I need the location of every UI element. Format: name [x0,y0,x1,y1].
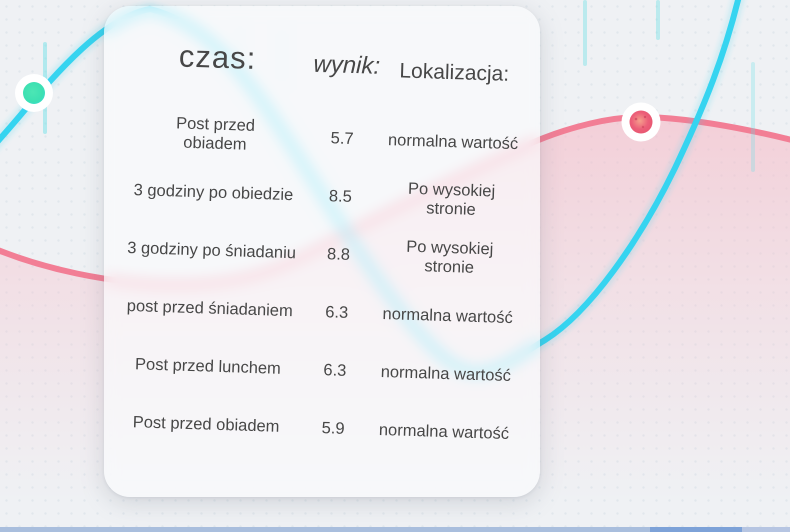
result-cell: 8.5 [328,186,353,206]
header-result: wynik: [313,50,381,80]
result-cell: 5.9 [321,418,345,438]
results-card: czas: wynik: Lokalizacja: Post przed obi… [104,6,540,497]
horizontal-scrollbar-thumb[interactable] [650,527,742,532]
time-cell: Post przed lunchem [134,354,282,378]
location-cell: normalna wartość [387,130,519,153]
header-time: czas: [178,38,257,76]
location-cell: Po wysokiej stronie [405,237,494,277]
time-cell: Post przed obiadem [175,114,256,154]
result-cell: 6.3 [324,302,349,322]
time-cell: 3 godziny po obiedzie [133,180,294,204]
results-table: czas: wynik: Lokalizacja: Post przed obi… [90,4,541,508]
red-data-point-marker [621,102,661,142]
table-header-row: czas: wynik: Lokalizacja: [120,29,526,116]
horizontal-scrollbar-track[interactable] [0,527,790,532]
location-cell: Po wysokiej stronie [407,179,496,219]
location-cell: normalna wartość [378,420,510,443]
result-cell: 5.7 [330,128,354,148]
scrollbar-tail-segment [742,527,790,532]
time-cell: 3 godziny po śniadaniu [126,238,297,262]
location-cell: normalna wartość [382,304,514,327]
table-row: Post przed obiadem 5.9 normalna wartość [109,393,515,464]
time-cell: post przed śniadaniem [126,296,294,320]
teal-data-point-marker [15,74,53,112]
time-cell: Post przed obiadem [132,412,280,436]
location-cell: normalna wartość [380,362,512,385]
result-cell: 8.8 [326,244,351,264]
result-cell: 6.3 [323,360,347,380]
header-location: Lokalizacja: [399,59,510,86]
